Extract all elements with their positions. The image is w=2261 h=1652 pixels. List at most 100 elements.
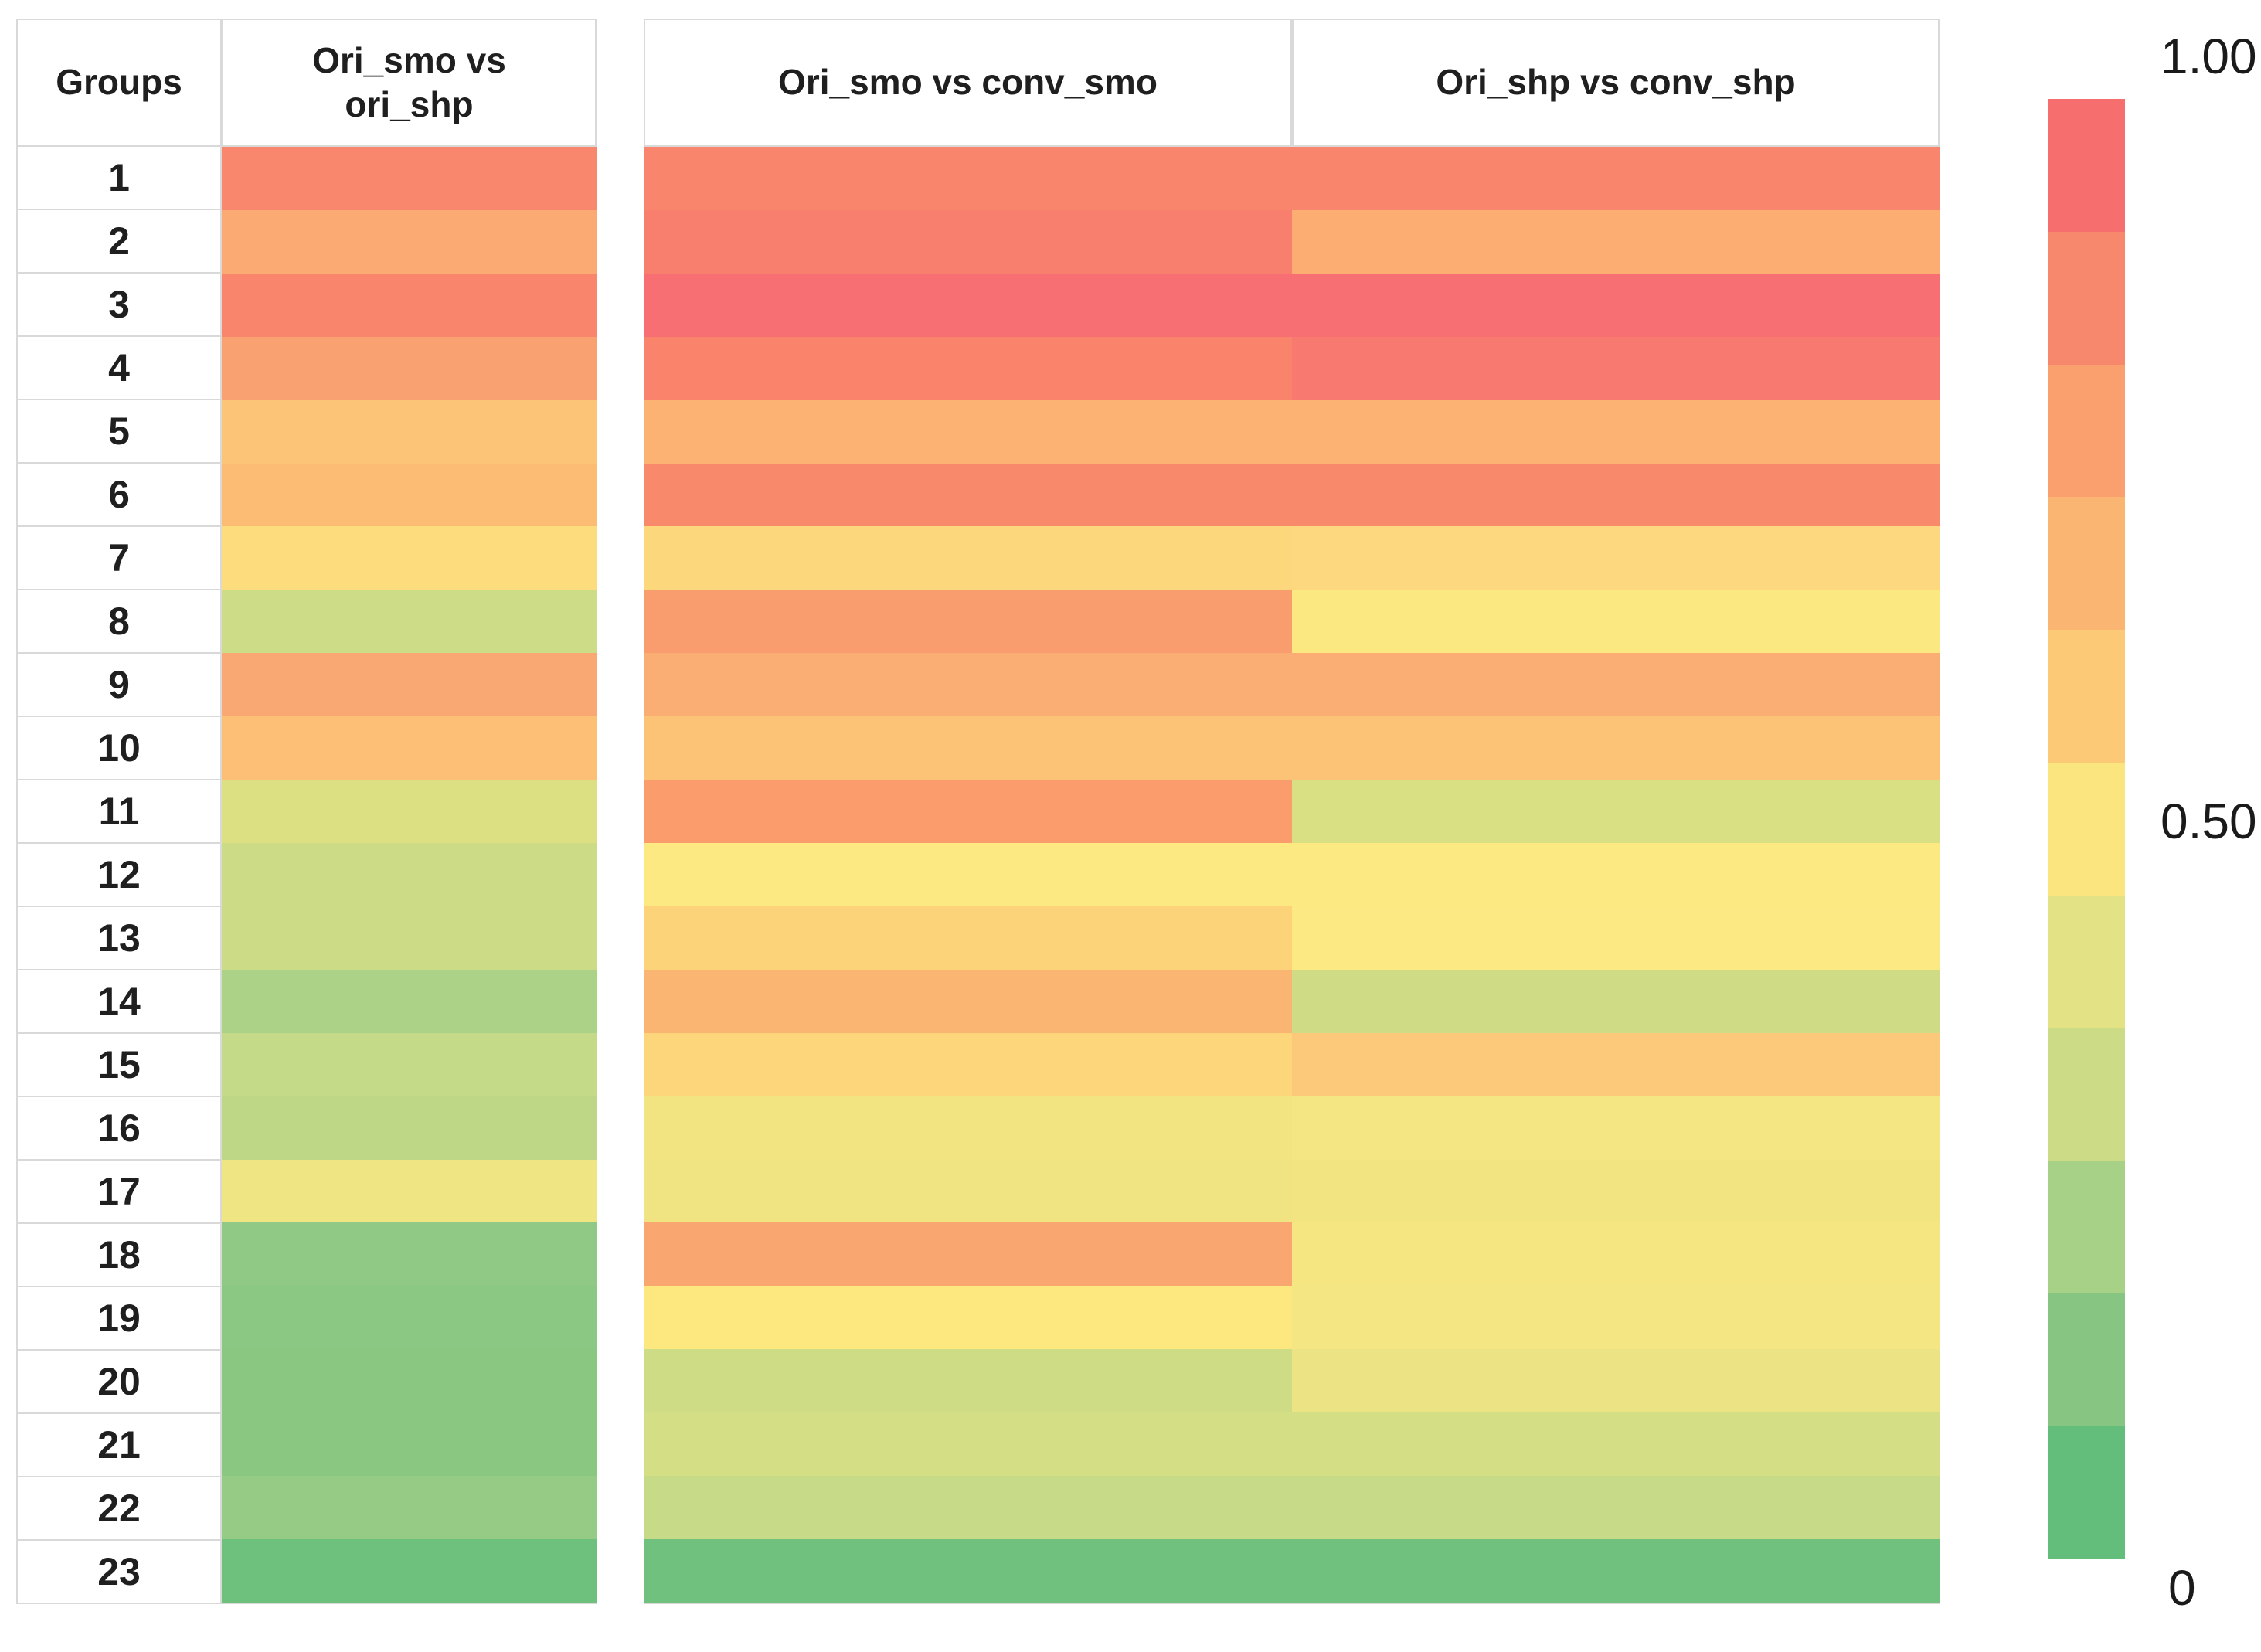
heat-cell xyxy=(222,147,597,210)
group-label: 3 xyxy=(16,274,222,337)
group-label: 18 xyxy=(16,1224,222,1287)
group-label: 9 xyxy=(16,654,222,717)
heat-cell xyxy=(644,209,1292,274)
group-label: 6 xyxy=(16,464,222,527)
heat-cell xyxy=(222,209,597,274)
group-label: 16 xyxy=(16,1097,222,1161)
heat-cell xyxy=(222,716,597,780)
heat-cell xyxy=(1292,842,1940,906)
heat-cell xyxy=(1292,780,1940,843)
heat-cell xyxy=(644,336,1292,400)
legend-min-label: 0 xyxy=(2168,1560,2196,1616)
heat-cell xyxy=(1292,590,1940,654)
heat-cell xyxy=(222,1349,597,1413)
heat-cell xyxy=(644,1096,1292,1160)
heat-cell xyxy=(644,842,1292,906)
legend-step xyxy=(2048,1161,2125,1294)
heat-cell xyxy=(222,1538,597,1603)
color-scale-bar xyxy=(2048,99,2125,1559)
legend-step xyxy=(2048,630,2125,763)
heat-cell xyxy=(1292,1032,1940,1096)
heat-cell xyxy=(1292,147,1940,210)
group-label: 8 xyxy=(16,590,222,654)
column-header-ori-smo-vs-conv-smo: Ori_smo vs conv_smo xyxy=(644,19,1292,147)
heat-cell xyxy=(222,590,597,654)
heat-cell xyxy=(644,969,1292,1033)
heat-cell xyxy=(644,906,1292,970)
heat-cell xyxy=(222,906,597,970)
heat-column-2-body xyxy=(644,147,1292,1604)
heat-cell xyxy=(644,463,1292,527)
heat-cell xyxy=(1292,1222,1940,1287)
heat-cell xyxy=(644,716,1292,780)
heat-cell xyxy=(222,842,597,906)
heat-cell xyxy=(222,1096,597,1160)
group-label: 11 xyxy=(16,780,222,844)
group-label: 5 xyxy=(16,400,222,464)
heat-cell xyxy=(644,653,1292,717)
group-label: 13 xyxy=(16,907,222,970)
heat-cell xyxy=(222,780,597,843)
group-label: 10 xyxy=(16,717,222,780)
legend-step xyxy=(2048,1028,2125,1161)
heat-cell xyxy=(1292,1286,1940,1350)
heat-cell xyxy=(1292,209,1940,274)
heat-cell xyxy=(1292,399,1940,464)
legend-mid-label: 0.50 xyxy=(2161,794,2257,849)
heat-cell xyxy=(1292,273,1940,337)
legend-step xyxy=(2048,1426,2125,1559)
group-label: 17 xyxy=(16,1161,222,1224)
group-label: 23 xyxy=(16,1541,222,1604)
heat-cell xyxy=(222,1222,597,1287)
heat-cell xyxy=(222,336,597,400)
heat-cell xyxy=(644,1286,1292,1350)
column-header-ori-smo-vs-ori-shp: Ori_smo vs ori_shp xyxy=(222,19,597,147)
heat-cell xyxy=(222,399,597,464)
heat-cell xyxy=(644,590,1292,654)
heat-cell xyxy=(1292,463,1940,527)
groups-column-header: Groups xyxy=(16,19,222,147)
group-label: 15 xyxy=(16,1034,222,1097)
heat-cell xyxy=(222,526,597,590)
heat-cell xyxy=(1292,336,1940,400)
heat-cell xyxy=(1292,969,1940,1033)
group-label: 4 xyxy=(16,337,222,400)
heat-cell xyxy=(222,1159,597,1223)
heat-cell xyxy=(222,1032,597,1096)
heat-column-1-body xyxy=(222,147,597,1604)
heat-cell xyxy=(222,653,597,717)
column-header-ori-shp-vs-conv-shp: Ori_shp vs conv_shp xyxy=(1292,19,1940,147)
heat-cell xyxy=(1292,1349,1940,1413)
heat-cell xyxy=(1292,1096,1940,1160)
legend-step xyxy=(2048,895,2125,1028)
heat-cell xyxy=(644,1222,1292,1287)
group-label: 20 xyxy=(16,1351,222,1414)
group-label: 19 xyxy=(16,1287,222,1351)
legend-step xyxy=(2048,497,2125,631)
group-label: 22 xyxy=(16,1477,222,1541)
heat-cell xyxy=(644,1538,1292,1603)
group-label: 7 xyxy=(16,527,222,590)
group-label: 12 xyxy=(16,844,222,907)
heat-cell xyxy=(644,1159,1292,1223)
heat-cell xyxy=(222,463,597,527)
heat-cell xyxy=(222,273,597,337)
group-label: 1 xyxy=(16,147,222,210)
heat-cell xyxy=(1292,1412,1940,1477)
heat-cell xyxy=(644,780,1292,843)
heat-cell xyxy=(644,1032,1292,1096)
legend-step xyxy=(2048,1293,2125,1427)
heat-cell xyxy=(644,147,1292,210)
heat-cell xyxy=(644,1412,1292,1477)
heat-cell xyxy=(222,1286,597,1350)
group-label: 21 xyxy=(16,1414,222,1477)
heat-cell xyxy=(644,399,1292,464)
legend-step xyxy=(2048,99,2125,232)
heat-cell xyxy=(1292,1159,1940,1223)
heat-cell xyxy=(222,1412,597,1477)
heat-cell xyxy=(1292,906,1940,970)
legend-step xyxy=(2048,364,2125,498)
heat-cell xyxy=(1292,716,1940,780)
heat-cell xyxy=(644,1476,1292,1539)
heat-cell xyxy=(644,526,1292,590)
